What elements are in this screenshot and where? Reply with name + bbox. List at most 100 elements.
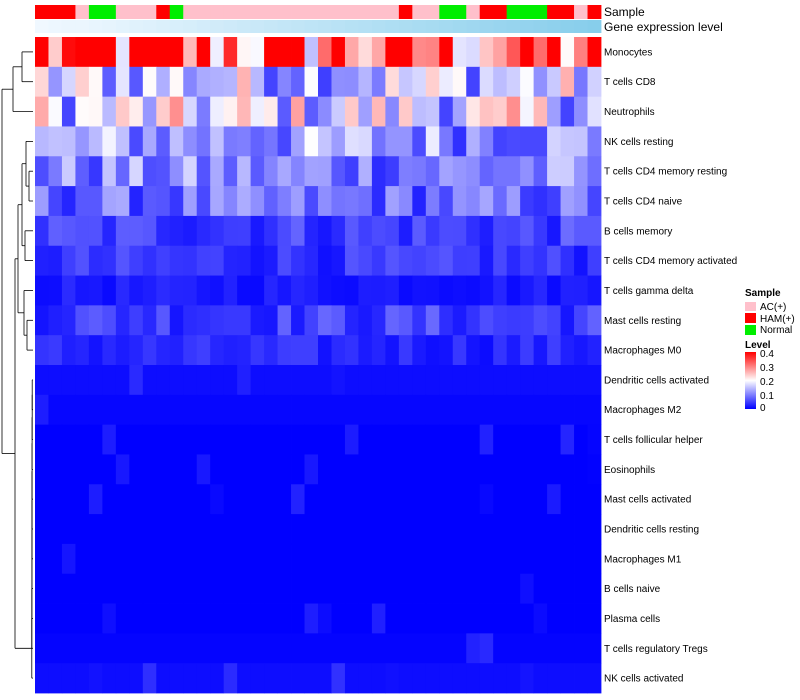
heatmap-cell [398,394,413,426]
heatmap-cell [479,365,494,396]
heatmap-cell [385,573,400,604]
heatmap-cell [587,394,602,426]
heatmap-cell [547,663,561,694]
heatmap-cell [169,663,184,694]
heatmap-cell [35,245,49,276]
gene-level-annotation-cell [520,20,535,33]
gene-level-annotation-cell [115,20,130,33]
heatmap-cell [35,514,49,545]
heatmap-cell [520,365,535,396]
heatmap-cell [237,96,252,127]
heatmap-cell [183,394,198,426]
heatmap-cell [520,633,535,664]
sample-annotation-cell [115,5,130,19]
gene-level-annotation-cell [264,20,278,33]
heatmap-cell [331,275,346,306]
heatmap-cell [237,484,252,515]
heatmap-cell [331,156,346,187]
heatmap-cell [439,305,454,336]
row-label: B cells naive [604,584,661,595]
heatmap-cell [142,275,157,306]
heatmap-cell [425,663,440,694]
heatmap-cell [587,156,602,187]
heatmap-cell [88,424,103,455]
heatmap-cell [560,37,575,68]
heatmap-cell [196,186,211,217]
heatmap-cell [183,305,198,336]
heatmap-cell [398,305,413,336]
heatmap-cell [237,573,252,604]
heatmap-cell [587,245,602,276]
heatmap-cell [560,573,575,604]
heatmap-cell [574,365,588,396]
heatmap-cell [412,275,427,306]
heatmap-cell [318,335,332,366]
gene-level-annotation-cell [156,20,171,33]
heatmap-cell [385,156,400,187]
heatmap-cell [75,543,90,575]
heatmap-cell [506,245,521,276]
heatmap-cell [237,66,252,98]
heatmap-cell [412,663,427,694]
heatmap-cell [102,484,117,515]
sample-annotation-cell [291,5,305,19]
heatmap-cell [533,186,548,217]
heatmap-cell [533,484,548,515]
heatmap-cell [533,66,548,98]
heatmap-cell [35,215,49,247]
sample-annotation-cell [196,5,211,19]
legend-label-normal: Normal [760,325,792,336]
heatmap-cell [358,96,373,127]
sample-annotation-cell [237,5,252,19]
heatmap-cell [304,215,319,247]
heatmap-cell [156,66,171,98]
heatmap-cell [35,543,49,575]
sample-legend: Sample AC(+) HAM(+) Normal [745,288,795,336]
heatmap-cell [250,603,265,634]
heatmap-cell [210,514,225,545]
gene-level-annotation-cell [412,20,427,33]
heatmap-cell [291,305,305,336]
heatmap-cell [547,156,561,187]
heatmap-cell [250,633,265,664]
heatmap-cell [115,186,130,217]
heatmap-cell [371,305,386,336]
heatmap-cell [466,603,481,634]
heatmap-cell [318,424,332,455]
heatmap-cell [264,424,278,455]
heatmap-cell [129,215,144,247]
heatmap-cell [115,543,130,575]
heatmap-cell [493,424,508,455]
heatmap-cell [115,96,130,127]
gene-level-annotation-cell [237,20,252,33]
heatmap-cell [547,543,561,575]
heatmap-cell [520,573,535,604]
heatmap-cell [506,573,521,604]
heatmap-cell [237,454,252,485]
heatmap-cell [493,37,508,68]
row-label: Monocytes [604,47,652,58]
legend-swatch-ac [745,302,756,311]
heatmap-cell [344,663,359,694]
heatmap-cell [344,633,359,664]
heatmap-cell [61,633,76,664]
heatmap-cell [506,514,521,545]
heatmap-cell [88,365,103,396]
heatmap-cell [371,37,386,68]
heatmap-cell [425,573,440,604]
heatmap-cell [371,603,386,634]
heatmap-cell [547,454,561,485]
heatmap-cell [371,365,386,396]
heatmap-cell [156,37,171,68]
heatmap-cell [129,424,144,455]
sample-annotation-cell [344,5,359,19]
level-colorbar [745,352,756,409]
heatmap-cell [493,603,508,634]
heatmap-cell [250,335,265,366]
gene-level-annotation-cell [129,20,144,33]
row-label: T cells CD4 naive [604,197,683,208]
heatmap-cell [479,156,494,187]
heatmap-cell [520,305,535,336]
sample-annotation-cell [75,5,90,19]
